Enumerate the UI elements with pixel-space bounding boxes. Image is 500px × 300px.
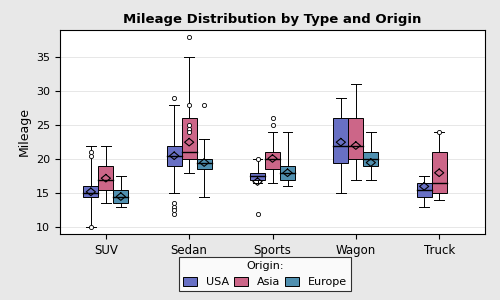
Bar [280,166,295,180]
Bar [416,183,432,196]
Y-axis label: Mileage: Mileage [18,107,30,157]
Bar [334,118,348,163]
Bar [98,166,114,190]
Title: Mileage Distribution by Type and Origin: Mileage Distribution by Type and Origin [124,13,422,26]
Bar [196,159,212,170]
Legend: USA, Asia, Europe: USA, Asia, Europe [179,256,351,291]
Bar [432,152,446,193]
Bar [182,118,196,159]
Bar [84,186,98,197]
Bar [166,146,182,166]
Bar [265,152,280,170]
Bar [348,118,364,159]
Bar [250,173,265,180]
Bar [364,152,378,166]
Bar [114,190,128,203]
